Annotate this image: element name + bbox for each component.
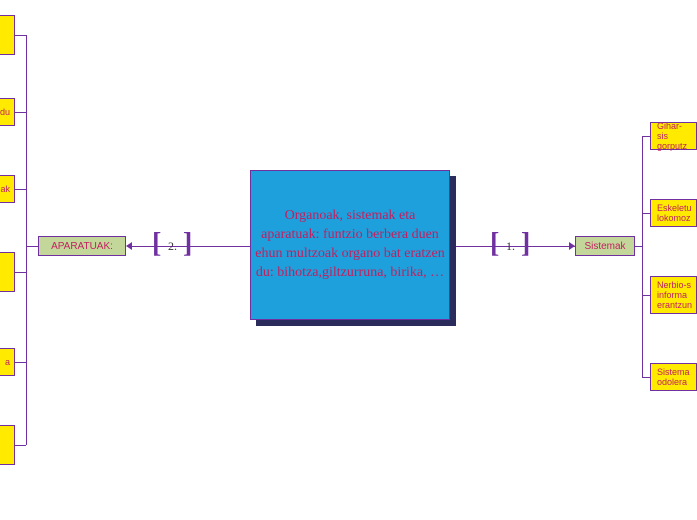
conn-aparatuak-out [26, 246, 38, 247]
lchild-0 [0, 15, 15, 55]
center-node: Organoak, sistemak eta aparatuak: funtzi… [250, 170, 450, 320]
aparatuak-label: APARATUAK: [51, 241, 113, 252]
bracket-l-close: ] [183, 230, 192, 258]
lchild-1: du [0, 98, 15, 126]
vbus-right [642, 136, 643, 377]
lchild-1-label: du [0, 107, 10, 117]
rchild-0: Gihar-sis gorputz [650, 122, 697, 150]
node-sistemak: Sistemak [575, 236, 635, 256]
sistemak-label: Sistemak [584, 241, 625, 252]
stub-r-1 [642, 213, 650, 214]
stub-r-3 [642, 377, 650, 378]
stub-l-1 [15, 112, 26, 113]
stub-r-0 [642, 136, 650, 137]
node-aparatuak: APARATUAK: [38, 236, 126, 256]
rchild-3-label: Sistema odolera [657, 367, 692, 387]
rchild-0-label: Gihar-sis gorputz [657, 121, 692, 151]
stub-l-2 [15, 189, 26, 190]
rchild-1-label: Eskeletu lokomoz [657, 203, 692, 223]
rchild-2: Nerbio-s informa erantzun [650, 276, 697, 314]
vbus-left [26, 35, 27, 445]
bracket-r-open: [ [490, 230, 499, 258]
stub-l-5 [15, 445, 26, 446]
rchild-2-label: Nerbio-s informa erantzun [657, 280, 692, 310]
stub-l-3 [15, 272, 26, 273]
lchild-4: a [0, 348, 15, 376]
bracket-r-close: ] [521, 230, 530, 258]
stub-l-0 [15, 35, 26, 36]
link-label-left: 2. [168, 239, 177, 254]
center-text: Organoak, sistemak eta aparatuak: funtzi… [255, 207, 445, 283]
stub-r-2 [642, 295, 650, 296]
lchild-2: ak [0, 175, 15, 203]
bracket-l-open: [ [152, 230, 161, 258]
lchild-3 [0, 252, 15, 292]
conn-sistemak-out [635, 246, 642, 247]
rchild-3: Sistema odolera [650, 363, 697, 391]
lchild-5 [0, 425, 15, 465]
lchild-4-label: a [5, 357, 10, 367]
link-label-right: 1. [506, 239, 515, 254]
stub-l-4 [15, 362, 26, 363]
rchild-1: Eskeletu lokomoz [650, 199, 697, 227]
conn-right-main [456, 246, 575, 247]
arrow-left [126, 242, 132, 250]
lchild-2-label: ak [0, 184, 10, 194]
